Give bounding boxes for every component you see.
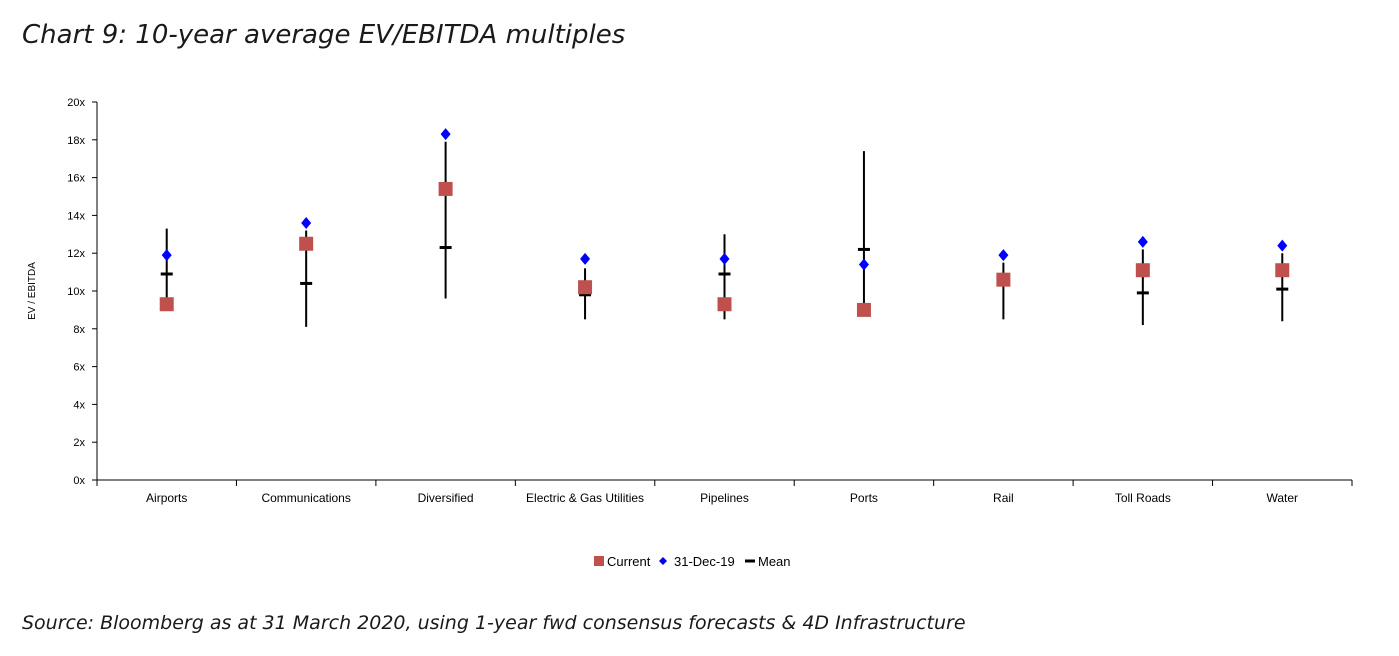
chart-title: Chart 9: 10-year average EV/EBITDA multi… [22, 20, 626, 50]
dec19-marker [1137, 235, 1148, 248]
legend: Current 31-Dec-19 Mean [594, 554, 791, 569]
y-tick-label: 14x [67, 210, 85, 222]
current-marker [856, 302, 871, 317]
current-marker [1275, 263, 1290, 278]
y-tick-label: 10x [67, 286, 85, 298]
legend-dec19-swatch [659, 557, 667, 565]
current-marker [996, 272, 1011, 287]
dec19-marker [719, 252, 730, 265]
current-marker [438, 181, 453, 196]
x-tick-label: Ports [850, 491, 878, 505]
y-tick-label: 6x [73, 362, 85, 374]
y-tick-label: 0x [73, 475, 85, 487]
current-marker [578, 280, 593, 295]
legend-dec19-label: 31-Dec-19 [674, 554, 735, 569]
dec19-marker [301, 216, 312, 229]
current-marker [159, 297, 174, 312]
dec19-marker [1277, 239, 1288, 252]
dec19-marker [161, 249, 172, 262]
y-axis-title: EV / EBITDA [27, 262, 38, 320]
current-marker [717, 297, 732, 312]
x-tick-label: Water [1266, 491, 1298, 505]
x-tick-label: Communications [261, 491, 350, 505]
axes-layer: 0x 2x 4x 6x 8x 10x 12x 14x 16x 18x 20x EV / EBITDA A… [27, 97, 1353, 505]
y-tick-label: 12x [67, 248, 85, 260]
chart-area: 0x 2x 4x 6x 8x 10x 12x 14x 16x 18x 20x EV / EBITDA A… [27, 97, 1353, 569]
current-marker [1135, 263, 1150, 278]
dec19-marker [858, 258, 869, 271]
source-note: Source: Bloomberg as at 31 March 2020, u… [22, 612, 966, 634]
y-tick-label: 2x [73, 437, 85, 449]
x-tick-label: Airports [146, 491, 187, 505]
y-tick-label: 18x [67, 135, 85, 147]
legend-current-label: Current [607, 554, 651, 569]
y-tick-label: 16x [67, 173, 85, 185]
current-marker [299, 236, 314, 251]
x-tick-label: Rail [993, 491, 1014, 505]
x-tick-label: Toll Roads [1115, 491, 1171, 505]
legend-current-swatch [594, 556, 604, 566]
marks-layer [159, 128, 1290, 327]
y-tick-label: 8x [73, 324, 85, 336]
x-tick-label: Electric & Gas Utilities [526, 491, 644, 505]
legend-mean-label: Mean [758, 554, 791, 569]
y-tick-label: 4x [73, 399, 85, 411]
x-tick-label: Diversified [418, 491, 474, 505]
y-tick-label: 20x [67, 97, 85, 109]
dec19-marker [998, 249, 1009, 262]
dec19-marker [440, 128, 451, 141]
x-tick-label: Pipelines [700, 491, 749, 505]
dec19-marker [580, 252, 591, 265]
